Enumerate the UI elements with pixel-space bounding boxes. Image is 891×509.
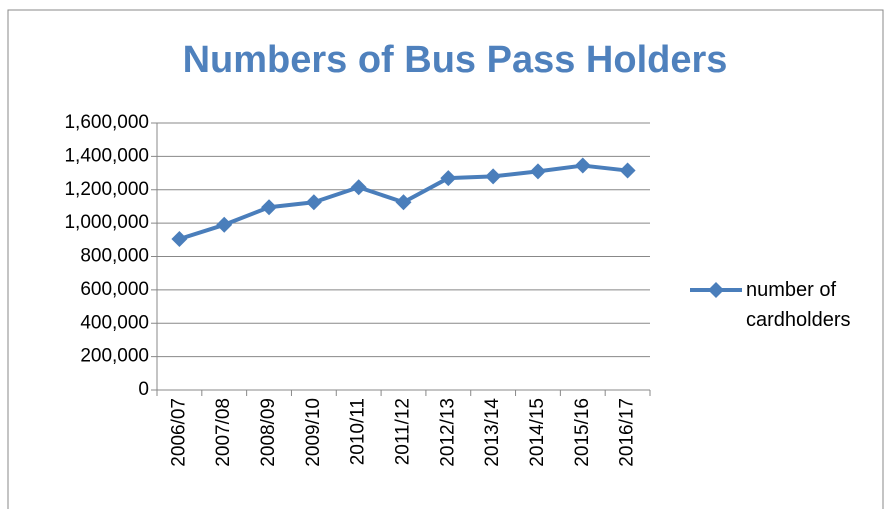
x-tick-label: 2014/15 <box>527 398 548 467</box>
x-tick-label: 2008/09 <box>258 398 279 467</box>
data-point <box>529 163 546 180</box>
x-tick-label: 2013/14 <box>482 398 503 467</box>
legend-label: number of cardholders <box>746 279 851 331</box>
y-tick-label: 1,000,000 <box>64 212 149 233</box>
y-tick-label: 400,000 <box>80 312 149 333</box>
data-point <box>350 179 367 196</box>
x-tick-label: 2007/08 <box>213 398 234 467</box>
y-tick-label: 1,600,000 <box>64 112 149 133</box>
x-tick-label: 2011/12 <box>393 398 414 465</box>
x-tick-label: 2012/13 <box>437 398 458 467</box>
y-tick-label: 1,200,000 <box>64 179 149 200</box>
y-tick-label: 1,400,000 <box>64 145 149 166</box>
y-tick-label: 200,000 <box>80 346 149 367</box>
data-point <box>395 194 412 211</box>
data-point <box>574 157 591 174</box>
x-tick-label: 2009/10 <box>303 398 324 467</box>
x-tick-label: 2016/17 <box>617 398 638 467</box>
data-point <box>619 162 636 179</box>
x-tick-label: 2015/16 <box>572 398 593 467</box>
data-point <box>440 170 457 187</box>
data-point <box>216 216 233 233</box>
y-tick-label: 800,000 <box>80 246 149 267</box>
chart-border <box>7 9 884 509</box>
y-tick-label: 600,000 <box>80 279 149 300</box>
legend-marker <box>708 282 724 298</box>
y-tick-label: 0 <box>138 379 149 400</box>
data-point <box>305 194 322 211</box>
x-tick-label: 2010/11 <box>348 398 369 465</box>
data-point <box>261 199 278 216</box>
data-point <box>171 230 188 247</box>
data-point <box>485 168 502 185</box>
chart-title: Numbers of Bus Pass Holders <box>183 39 728 81</box>
x-tick-label: 2006/07 <box>168 398 189 467</box>
